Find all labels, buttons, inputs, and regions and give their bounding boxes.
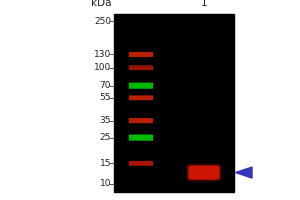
Text: 70: 70 — [100, 81, 111, 90]
FancyBboxPatch shape — [129, 134, 153, 141]
Text: 55: 55 — [100, 93, 111, 102]
Polygon shape — [236, 167, 252, 178]
FancyBboxPatch shape — [129, 161, 153, 166]
Text: 100: 100 — [94, 63, 111, 72]
FancyBboxPatch shape — [129, 118, 153, 123]
Text: 35: 35 — [100, 116, 111, 125]
Bar — [114, 14, 234, 192]
FancyBboxPatch shape — [129, 52, 153, 57]
FancyBboxPatch shape — [129, 65, 153, 70]
Text: 1: 1 — [201, 0, 207, 8]
Text: 250: 250 — [94, 17, 111, 26]
FancyBboxPatch shape — [129, 95, 153, 100]
Text: 25: 25 — [100, 133, 111, 142]
FancyBboxPatch shape — [188, 165, 220, 180]
FancyBboxPatch shape — [129, 83, 153, 89]
Text: kDa: kDa — [91, 0, 111, 8]
Text: 15: 15 — [100, 159, 111, 168]
Text: 130: 130 — [94, 50, 111, 59]
FancyBboxPatch shape — [186, 163, 222, 182]
Text: 10: 10 — [100, 179, 111, 188]
